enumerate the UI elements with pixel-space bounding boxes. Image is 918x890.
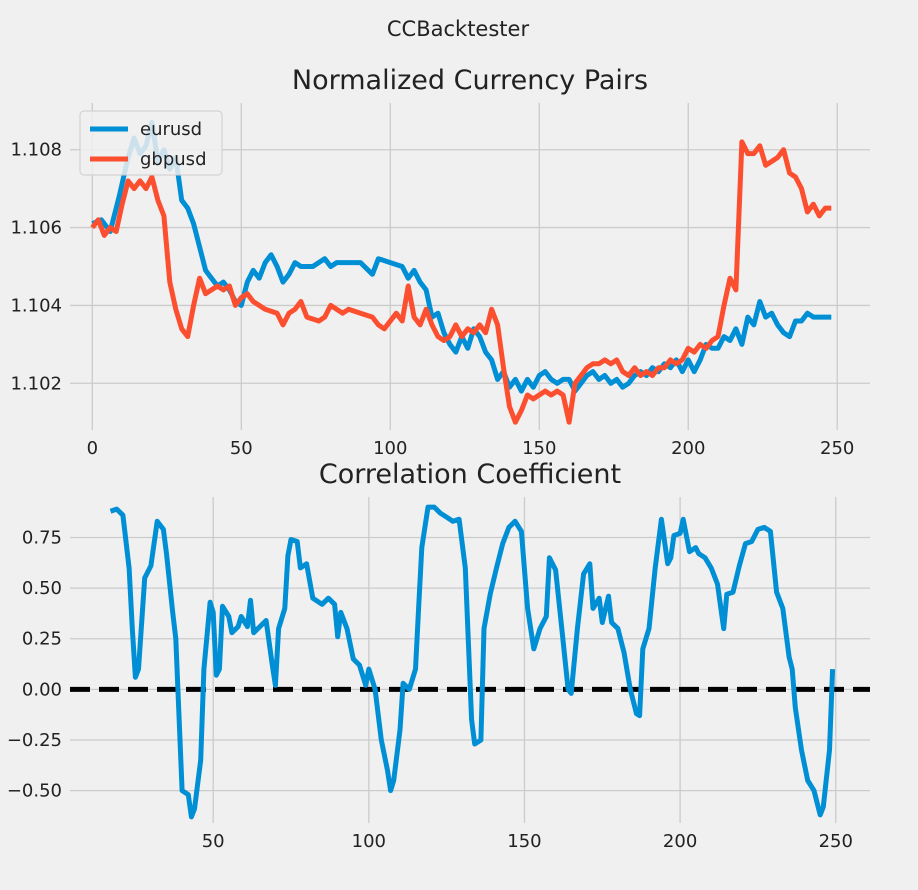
y-tick-label: 1.106 — [10, 218, 62, 239]
figure-suptitle: CCBacktester — [387, 17, 530, 41]
series-line-correlation — [109, 504, 836, 820]
y-tick-label: 0.50 — [22, 578, 62, 599]
legend: eurusd gbpusd — [79, 110, 223, 176]
x-tick-label: 100 — [373, 438, 407, 459]
chart-title: Normalized Currency Pairs — [292, 65, 648, 96]
y-tick-label: 1.108 — [10, 140, 62, 161]
plot-area — [90, 120, 832, 425]
x-tick-label: 100 — [352, 831, 386, 852]
y-tick-label: −0.25 — [7, 730, 62, 751]
y-tick-label: 0.25 — [22, 629, 62, 650]
series-line-gbpusd — [90, 139, 832, 425]
x-tick-label: 250 — [819, 831, 853, 852]
chart-normalized-currency-pairs: Normalized Currency Pairs 0 50 100 150 200 250… — [10, 65, 870, 459]
legend-label-eurusd: eurusd — [140, 119, 202, 140]
chart-correlation-coefficient: Correlation Coefficient 50 100 150 200 250 0.7… — [7, 459, 870, 852]
legend-label-gbpusd: gbpusd — [140, 149, 207, 170]
x-tick-label: 0 — [87, 438, 98, 459]
y-tick-label: 1.104 — [10, 295, 62, 316]
x-tick-label: 50 — [202, 831, 225, 852]
y-tick-label: 0.75 — [22, 527, 62, 548]
x-tick-label: 200 — [671, 438, 705, 459]
y-tick-label: 1.102 — [10, 373, 62, 394]
x-tick-label: 150 — [507, 831, 541, 852]
plot-area — [109, 504, 836, 820]
x-tick-label: 150 — [522, 438, 556, 459]
y-tick-label: −0.50 — [7, 781, 62, 802]
chart-title: Correlation Coefficient — [319, 459, 621, 490]
x-tick-label: 200 — [663, 831, 697, 852]
x-tick-label: 50 — [230, 438, 253, 459]
y-tick-label: 0.00 — [22, 679, 62, 700]
x-tick-label: 250 — [820, 438, 854, 459]
